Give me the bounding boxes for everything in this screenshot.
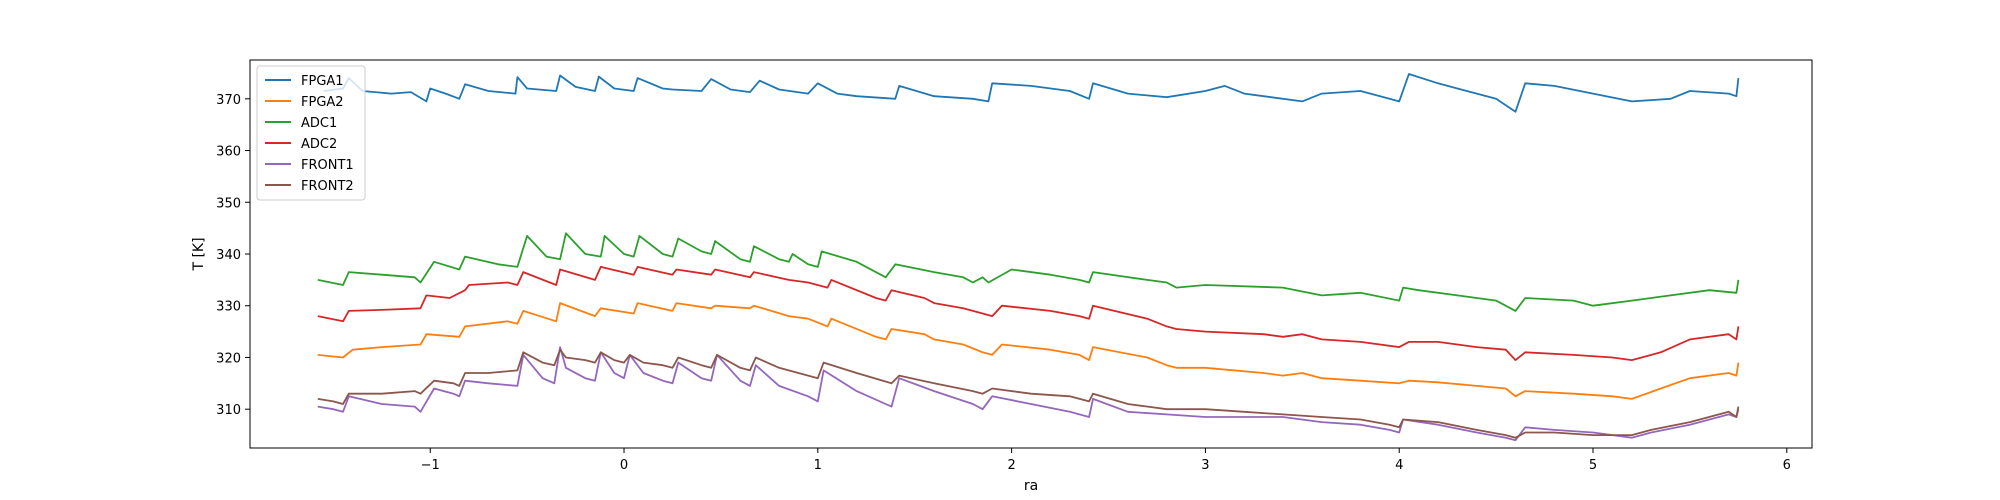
series-line-front2 <box>317 348 1740 439</box>
y-tick-label: 340 <box>216 248 241 263</box>
y-axis: 310 320 330 340 350 360 370 <box>216 93 250 418</box>
legend-label-front2: FRONT2 <box>301 179 354 194</box>
x-tick-label: 5 <box>1589 458 1597 473</box>
legend-label-adc1: ADC1 <box>301 116 337 131</box>
series-line-fpga1 <box>323 73 1740 113</box>
legend-label-fpga2: FPGA2 <box>301 95 344 110</box>
legend-box <box>256 65 366 201</box>
plot-frame <box>249 59 1813 449</box>
y-tick-label: 330 <box>216 300 241 315</box>
series-line-adc2 <box>317 265 1740 362</box>
x-tick-label: 1 <box>814 458 822 473</box>
y-tick-label: 360 <box>216 145 241 160</box>
series-line-fpga2 <box>317 302 1740 400</box>
y-tick-label: 310 <box>216 403 241 418</box>
x-axis: −1 0 1 2 3 4 5 6 <box>421 448 1791 473</box>
x-tick-label: 2 <box>1007 458 1015 473</box>
plot-lines <box>317 73 1740 442</box>
y-tick-label: 320 <box>216 351 241 366</box>
x-tick-label: −1 <box>421 458 440 473</box>
x-axis-label: ra <box>1024 478 1038 494</box>
series-line-adc1 <box>317 232 1740 312</box>
x-tick-label: 0 <box>620 458 628 473</box>
y-axis-label: T [K] <box>191 237 207 271</box>
legend-label-adc2: ADC2 <box>301 137 337 152</box>
series-line-front1 <box>317 346 1740 442</box>
x-tick-label: 4 <box>1395 458 1403 473</box>
legend: FPGA1 FPGA2 ADC1 ADC2 FRONT1 FRONT2 <box>256 65 366 201</box>
legend-label-front1: FRONT1 <box>301 158 354 173</box>
x-tick-label: 3 <box>1201 458 1209 473</box>
y-tick-label: 350 <box>216 196 241 211</box>
legend-label-fpga1: FPGA1 <box>301 74 344 89</box>
x-tick-label: 6 <box>1783 458 1791 473</box>
y-tick-label: 370 <box>216 93 241 108</box>
